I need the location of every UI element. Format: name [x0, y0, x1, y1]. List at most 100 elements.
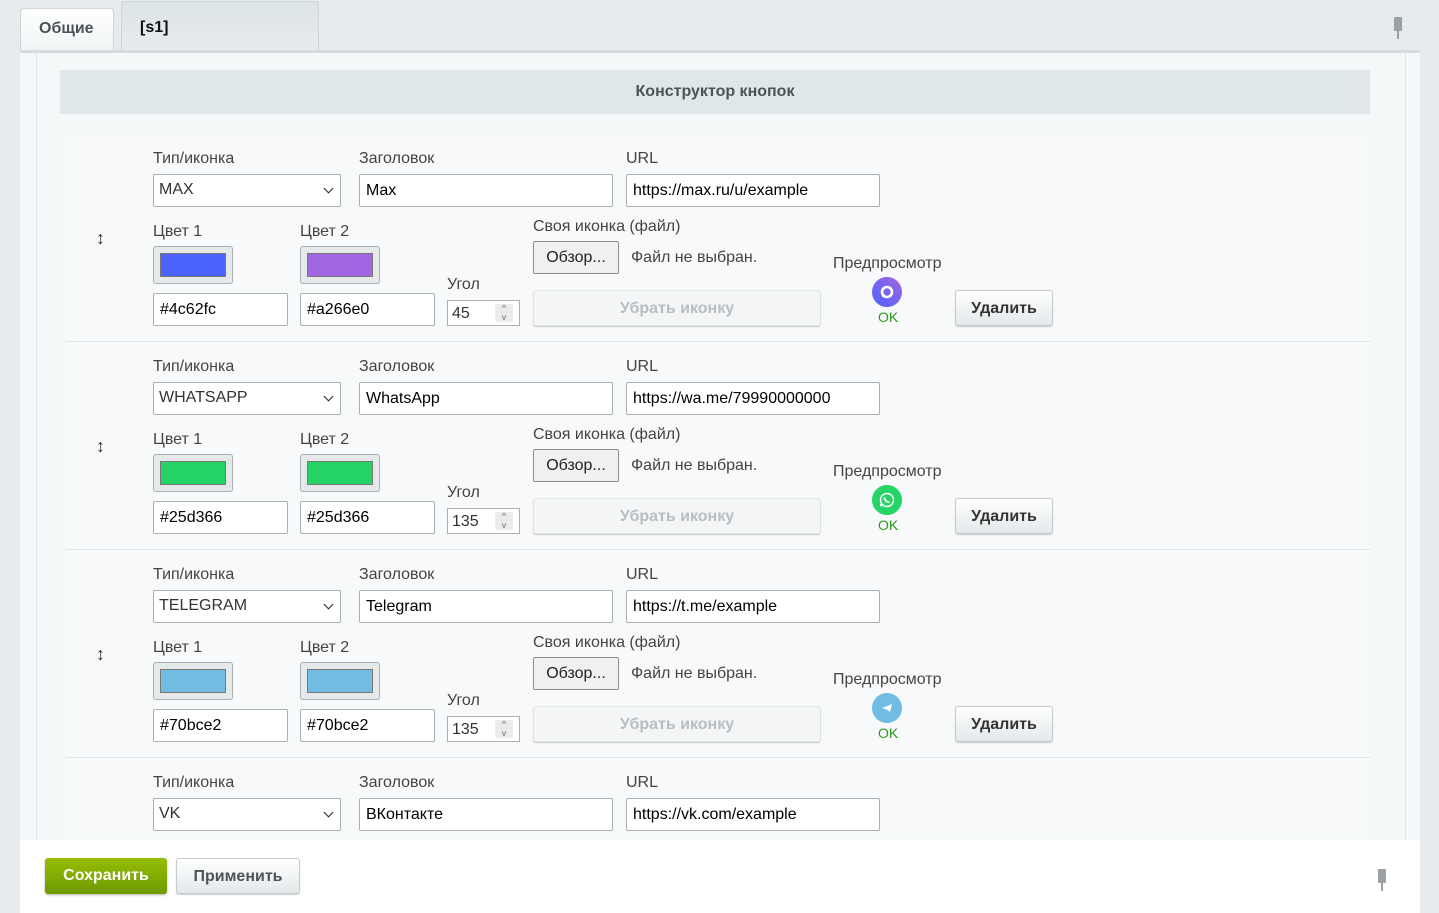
color2-input[interactable]	[300, 293, 435, 326]
drag-handle-icon[interactable]: ↕	[96, 436, 105, 457]
section-title: Конструктор кнопок	[60, 70, 1370, 114]
title-value: Telegram	[366, 598, 432, 615]
whatsapp-icon	[872, 485, 902, 515]
color1-picker[interactable]	[153, 246, 233, 284]
url-input[interactable]	[626, 382, 880, 415]
angle-value: 135	[452, 721, 479, 738]
preview-status: OK	[878, 309, 898, 325]
type-value: WHATSAPP	[159, 389, 248, 406]
browse-button[interactable]: Обзор...	[533, 449, 619, 482]
color2-label: Цвет 2	[300, 431, 349, 449]
tab-s1[interactable]: [s1]	[121, 1, 319, 50]
url-label: URL	[626, 150, 658, 168]
angle-label: Угол	[447, 276, 480, 294]
no-file-text: Файл не выбран.	[631, 249, 757, 267]
spinner-icon[interactable]: ^v	[495, 304, 513, 322]
angle-label: Угол	[447, 484, 480, 502]
title-label: Заголовок	[359, 150, 434, 168]
spinner-icon[interactable]: ^v	[495, 512, 513, 530]
no-file-text: Файл не выбран.	[631, 665, 757, 683]
title-input[interactable]: Telegram	[359, 590, 613, 623]
remove-icon-button[interactable]: Убрать иконку	[533, 290, 821, 326]
settings-panel: Конструктор кнопок Тип/иконка MAX Заголо…	[20, 50, 1420, 840]
preview-label: Предпросмотр	[833, 463, 942, 481]
chevron-down-icon	[324, 392, 334, 402]
url-label: URL	[626, 774, 658, 792]
angle-label: Угол	[447, 692, 480, 710]
browse-button[interactable]: Обзор...	[533, 241, 619, 274]
angle-value: 45	[452, 305, 470, 322]
drag-handle-icon[interactable]: ↕	[96, 228, 105, 249]
apply-button[interactable]: Применить	[176, 858, 300, 894]
title-value: ВКонтакте	[366, 806, 443, 823]
preview-label: Предпросмотр	[833, 255, 942, 273]
delete-button[interactable]: Удалить	[955, 706, 1053, 742]
button-row: Тип/иконка WHATSAPP Заголовок WhatsApp U…	[66, 342, 1370, 550]
color1-input[interactable]	[153, 293, 288, 326]
url-input[interactable]	[626, 174, 880, 207]
spinner-icon[interactable]: ^v	[495, 720, 513, 738]
preview-status: OK	[878, 517, 898, 533]
button-row: Тип/иконка TELEGRAM Заголовок Telegram U…	[66, 550, 1370, 758]
drag-handle-icon[interactable]: ↕	[96, 644, 105, 665]
custom-icon-label: Своя иконка (файл)	[533, 634, 680, 652]
color2-label: Цвет 2	[300, 223, 349, 241]
title-label: Заголовок	[359, 566, 434, 584]
type-value: TELEGRAM	[159, 597, 247, 614]
pin-icon[interactable]	[1393, 17, 1403, 39]
color2-picker[interactable]	[300, 662, 380, 700]
color1-label: Цвет 1	[153, 639, 202, 657]
type-select[interactable]: MAX	[153, 174, 341, 207]
title-label: Заголовок	[359, 774, 434, 792]
footer: Сохранить Применить	[20, 840, 1420, 913]
angle-input[interactable]: 135 ^v	[447, 716, 520, 742]
type-value: MAX	[159, 181, 194, 198]
title-value: Max	[366, 182, 396, 199]
type-label: Тип/иконка	[153, 774, 234, 792]
preview-label: Предпросмотр	[833, 671, 942, 689]
title-input[interactable]: ВКонтакте	[359, 798, 613, 831]
color2-input[interactable]	[300, 709, 435, 742]
color1-input[interactable]	[153, 501, 288, 534]
title-value: WhatsApp	[366, 390, 440, 407]
browse-button[interactable]: Обзор...	[533, 657, 619, 690]
type-select[interactable]: WHATSAPP	[153, 382, 341, 415]
color2-input[interactable]	[300, 501, 435, 534]
angle-input[interactable]: 45 ^v	[447, 300, 520, 326]
chevron-down-icon	[324, 808, 334, 818]
pin-icon[interactable]	[1377, 869, 1387, 891]
type-label: Тип/иконка	[153, 150, 234, 168]
button-row: Тип/иконка VK Заголовок ВКонтакте URL	[66, 758, 1370, 838]
url-input[interactable]	[626, 798, 880, 831]
angle-value: 135	[452, 513, 479, 530]
type-label: Тип/иконка	[153, 358, 234, 376]
telegram-icon	[872, 693, 902, 723]
delete-button[interactable]: Удалить	[955, 290, 1053, 326]
title-input[interactable]: Max	[359, 174, 613, 207]
color2-picker[interactable]	[300, 454, 380, 492]
chevron-down-icon	[324, 600, 334, 610]
no-file-text: Файл не выбран.	[631, 457, 757, 475]
color1-picker[interactable]	[153, 454, 233, 492]
max-icon	[872, 277, 902, 307]
url-label: URL	[626, 358, 658, 376]
url-label: URL	[626, 566, 658, 584]
delete-button[interactable]: Удалить	[955, 498, 1053, 534]
type-select[interactable]: TELEGRAM	[153, 590, 341, 623]
title-input[interactable]: WhatsApp	[359, 382, 613, 415]
angle-input[interactable]: 135 ^v	[447, 508, 520, 534]
button-rows: Тип/иконка MAX Заголовок Max URL ↕ Цвет …	[66, 134, 1370, 838]
color1-input[interactable]	[153, 709, 288, 742]
button-row: Тип/иконка MAX Заголовок Max URL ↕ Цвет …	[66, 134, 1370, 342]
remove-icon-button[interactable]: Убрать иконку	[533, 706, 821, 742]
type-select[interactable]: VK	[153, 798, 341, 831]
color1-picker[interactable]	[153, 662, 233, 700]
color2-picker[interactable]	[300, 246, 380, 284]
title-label: Заголовок	[359, 358, 434, 376]
remove-icon-button[interactable]: Убрать иконку	[533, 498, 821, 534]
color1-label: Цвет 1	[153, 223, 202, 241]
type-value: VK	[159, 805, 180, 822]
url-input[interactable]	[626, 590, 880, 623]
save-button[interactable]: Сохранить	[45, 858, 167, 894]
tab-general[interactable]: Общие	[20, 8, 114, 50]
